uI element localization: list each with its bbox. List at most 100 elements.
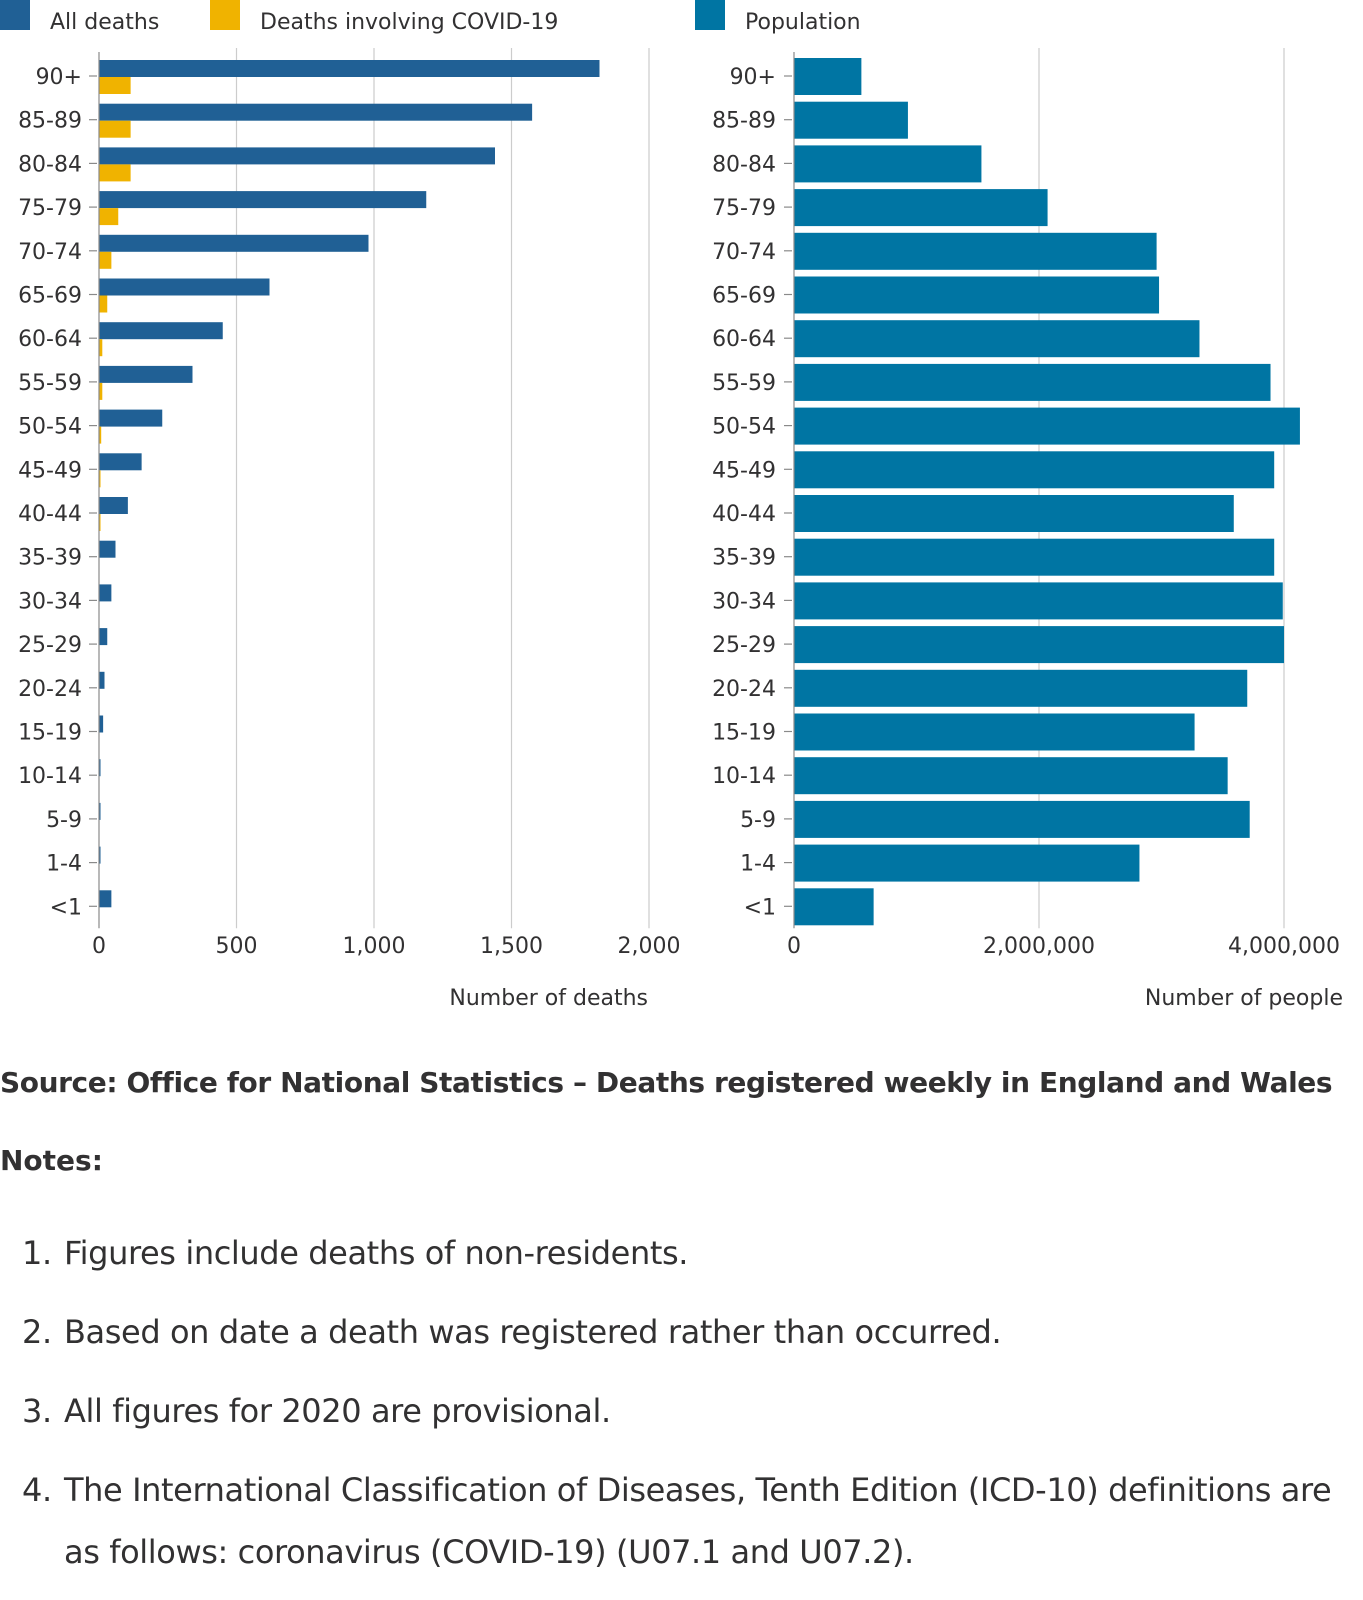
bar-all-deaths — [99, 497, 128, 514]
y-tick-label: 90+ — [36, 65, 82, 90]
bar-population — [794, 58, 862, 95]
bar-covid-deaths — [99, 295, 108, 313]
charts: 0 500 1,000 1,500 2,000 Number of deaths All d… — [0, 0, 1343, 1011]
bar-all-deaths — [99, 322, 223, 340]
note-text: The International Classification of Dise… — [64, 1471, 1332, 1571]
y-tick-label: 50-54 — [18, 415, 82, 440]
x-tick-label: 500 — [216, 934, 258, 959]
bar-all-deaths — [99, 60, 600, 77]
bar-all-deaths — [99, 890, 112, 908]
bar-all-deaths — [99, 715, 104, 733]
y-tick-label: 35-39 — [18, 546, 82, 571]
y-tick-label: 75-79 — [18, 196, 82, 221]
y-tick-label: 85-89 — [712, 109, 776, 134]
legend-swatch — [695, 0, 725, 30]
x-tick-label: 0 — [92, 934, 106, 959]
y-tick-label: 85-89 — [18, 109, 82, 134]
y-tick-label: 80-84 — [18, 152, 82, 177]
x-axis-title: Number of people — [1145, 986, 1343, 1011]
legend-label: Population — [745, 10, 861, 35]
y-tick-label: 25-29 — [18, 633, 82, 658]
bar-covid-deaths — [99, 426, 102, 444]
y-tick-label: 15-19 — [712, 721, 776, 746]
legend-swatch — [0, 0, 30, 30]
bar-all-deaths — [99, 409, 163, 427]
bar-covid-deaths — [99, 208, 119, 226]
x-tick-label: 4,000,000 — [1228, 934, 1340, 959]
bar-all-deaths — [99, 759, 101, 777]
x-tick-label: 2,000 — [618, 934, 681, 959]
bar-all-deaths — [99, 278, 270, 296]
y-tick-label: 15-19 — [18, 721, 82, 746]
bar-population — [794, 276, 1160, 314]
x-axis-title: Number of deaths — [449, 986, 648, 1011]
y-tick-label: 70-74 — [712, 240, 776, 265]
note-item: 1. Figures include deaths of non-resident… — [0, 1222, 1363, 1284]
y-tick-label: 10-14 — [18, 764, 82, 789]
bar-population — [794, 101, 908, 139]
note-item: 4. The International Classification of Di… — [0, 1459, 1363, 1583]
bar-population — [794, 451, 1275, 489]
y-tick-label: <1 — [744, 895, 776, 920]
note-number: 2. — [22, 1313, 52, 1351]
note-text: Figures include deaths of non-residents. — [64, 1234, 689, 1272]
y-tick-label: 5-9 — [740, 808, 776, 833]
y-tick-label: 60-64 — [712, 327, 776, 352]
y-tick-label: 55-59 — [18, 371, 82, 396]
y-tick-label: 20-24 — [18, 677, 82, 702]
bar-all-deaths — [99, 628, 108, 646]
note-number: 3. — [22, 1392, 52, 1430]
bar-all-deaths — [99, 147, 495, 165]
bar-covid-deaths — [99, 77, 131, 94]
note-number: 4. — [22, 1471, 52, 1509]
y-tick-label: 55-59 — [712, 371, 776, 396]
bar-population — [794, 713, 1195, 751]
note-text: Based on date a death was registered rat… — [64, 1313, 1002, 1351]
legend-swatch — [210, 0, 240, 30]
bar-covid-deaths — [99, 251, 112, 269]
y-tick-label: 40-44 — [712, 502, 776, 527]
note-text: All figures for 2020 are provisional. — [64, 1392, 611, 1430]
x-tick-label: 0 — [787, 934, 801, 959]
source-note: Source: Office for National Statistics –… — [0, 1066, 1333, 1099]
y-tick-label: 65-69 — [712, 284, 776, 309]
bar-all-deaths — [99, 453, 142, 471]
bar-population — [794, 669, 1248, 707]
bar-all-deaths — [99, 103, 533, 121]
bar-population — [794, 888, 874, 926]
y-tick-label: 45-49 — [712, 458, 776, 483]
y-tick-label: <1 — [50, 895, 82, 920]
y-tick-label: 30-34 — [712, 589, 776, 614]
y-tick-label: 90+ — [730, 65, 776, 90]
y-tick-label: 20-24 — [712, 677, 776, 702]
bar-covid-deaths — [99, 382, 103, 400]
bar-all-deaths — [99, 802, 101, 820]
x-tick-label: 2,000,000 — [983, 934, 1095, 959]
legend-label: Deaths involving COVID-19 — [260, 10, 558, 35]
bar-population — [794, 844, 1140, 882]
notes-list: 1. Figures include deaths of non-resident… — [0, 1222, 1363, 1600]
y-tick-label: 45-49 — [18, 458, 82, 483]
bar-population — [794, 495, 1234, 532]
y-tick-label: 5-9 — [46, 808, 82, 833]
bar-population — [794, 320, 1200, 358]
y-tick-label: 80-84 — [712, 152, 776, 177]
bar-population — [794, 538, 1275, 576]
y-tick-label: 30-34 — [18, 589, 82, 614]
bar-covid-deaths — [99, 470, 101, 488]
notes-title: Notes: — [0, 1144, 103, 1177]
x-tick-label: 1,000 — [343, 934, 406, 959]
y-tick-label: 40-44 — [18, 502, 82, 527]
y-tick-label: 25-29 — [712, 633, 776, 658]
y-tick-label: 1-4 — [46, 852, 82, 877]
bar-population — [794, 363, 1271, 401]
bar-population — [794, 407, 1300, 445]
y-tick-label: 35-39 — [712, 546, 776, 571]
note-number: 1. — [22, 1234, 52, 1272]
bar-all-deaths — [99, 671, 105, 689]
bar-all-deaths — [99, 191, 427, 209]
bar-covid-deaths — [99, 120, 131, 138]
bar-population — [794, 189, 1048, 227]
note-item: 2. Based on date a death was registered r… — [0, 1301, 1363, 1363]
bar-covid-deaths — [99, 514, 101, 531]
